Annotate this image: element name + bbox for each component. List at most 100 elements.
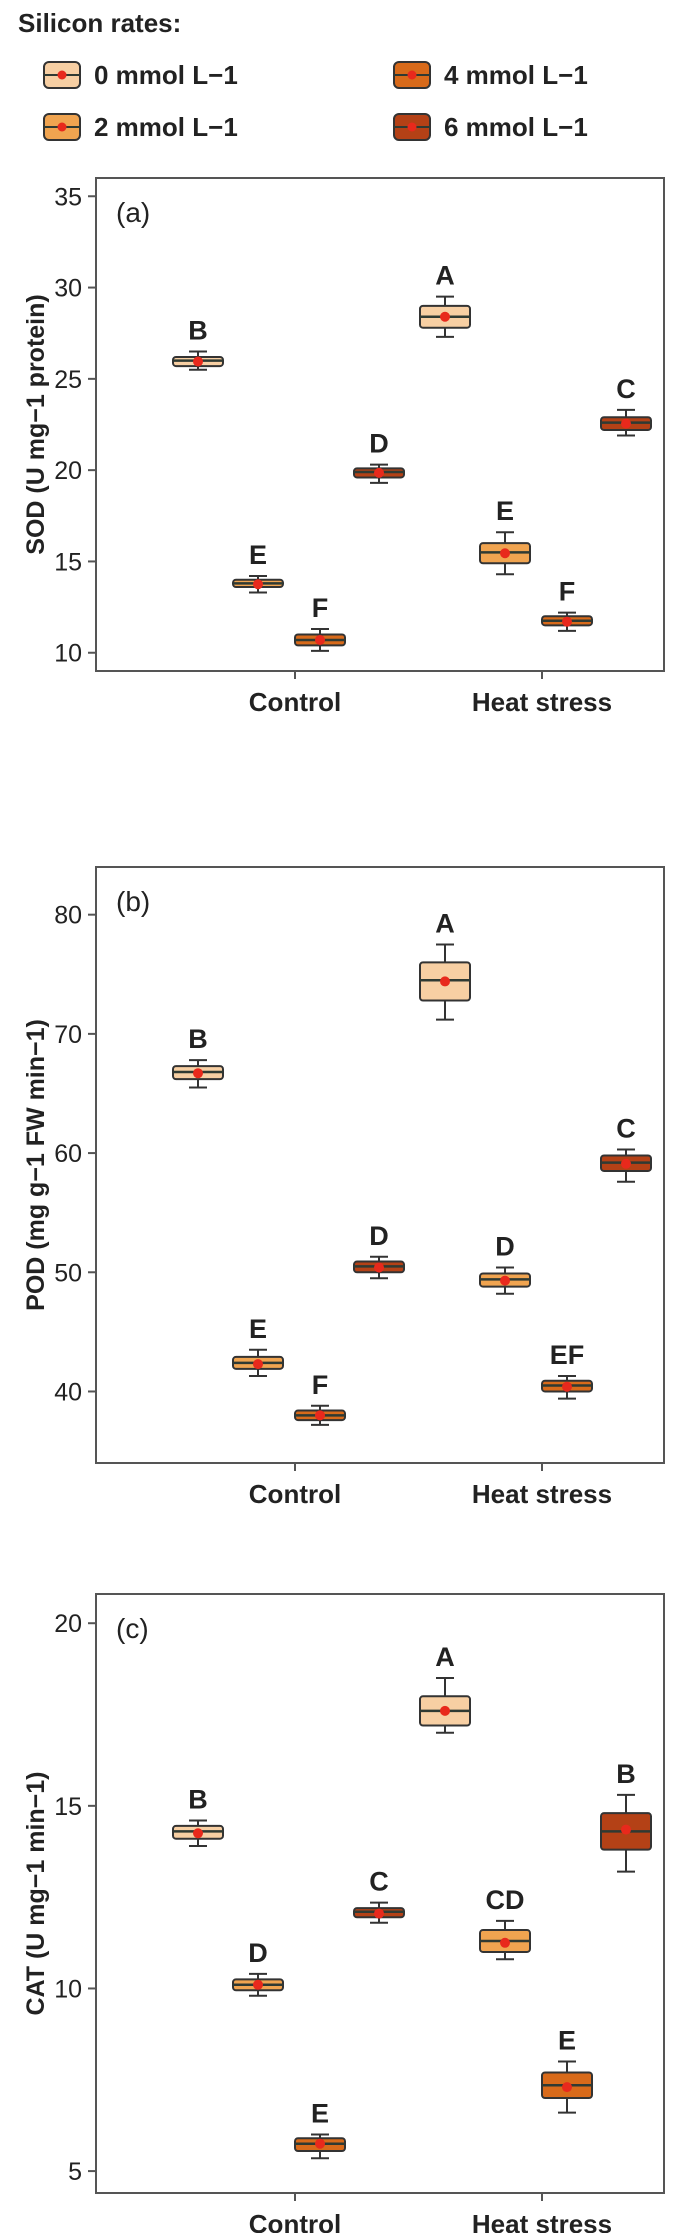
box-control-s1: E [232, 540, 284, 594]
y-tick-label: 35 [54, 183, 82, 211]
legend-item-0mmol: 0 mmol L−1 [42, 55, 238, 95]
mean-marker [621, 1158, 631, 1169]
box-control-s2: E [294, 2099, 346, 2160]
mean-marker [500, 1937, 510, 1948]
box-control-s0: B [172, 1024, 224, 1089]
significance-letter: A [435, 908, 455, 938]
plot-frame [95, 866, 665, 1464]
legend-swatch-4mmol [392, 59, 432, 91]
box-control-s3: C [353, 1867, 405, 1924]
mean-marker [374, 467, 384, 478]
panel-label: (b) [116, 886, 150, 917]
box-heat-stress-s3: C [600, 1114, 652, 1183]
panel-c: 5 10 15 20 CAT (U mg−1 min−1) (c) Control Heat … [22, 1593, 665, 2233]
box-control-s2: F [294, 1370, 346, 1426]
x-tick-label: Heat stress [472, 1479, 612, 1509]
box-heat-stress-s1: E [479, 496, 531, 576]
panel-label: (c) [116, 1613, 149, 1644]
mean-marker [440, 311, 450, 322]
significance-letter: F [312, 593, 329, 623]
legend-item-6mmol: 6 mmol L−1 [392, 107, 588, 147]
y-tick-label: 20 [54, 1610, 82, 1638]
box-heat-stress-s1: CD [479, 1885, 531, 1961]
y-tick-label: 70 [54, 1021, 82, 1049]
significance-letter: D [369, 1221, 389, 1251]
mean-marker [440, 976, 450, 987]
panel-label: (a) [116, 197, 150, 228]
mean-marker [193, 1068, 203, 1079]
box-heat-stress-s2: E [541, 2026, 593, 2114]
box-heat-stress-s0: A [419, 261, 471, 338]
significance-letter: CD [486, 1885, 525, 1915]
significance-letter: E [249, 1314, 267, 1344]
y-tick-label: 5 [68, 2158, 82, 2186]
legend-label-4mmol: 4 mmol L−1 [444, 59, 588, 90]
significance-letter: D [369, 429, 389, 459]
mean-marker [621, 418, 631, 429]
mean-marker [562, 616, 572, 627]
y-tick-label: 15 [54, 548, 82, 576]
box-heat-stress-s2: EF [541, 1340, 593, 1400]
y-axis-label: POD (mg g−1 FW min−1) [22, 1019, 50, 1311]
mean-marker [253, 1359, 263, 1370]
x-tick-label: Heat stress [472, 687, 612, 717]
legend-label-0mmol: 0 mmol L−1 [94, 59, 238, 90]
y-axis-label: SOD (U mg−1 protein) [22, 294, 50, 554]
legend-title: Silicon rates: [18, 8, 182, 38]
significance-letter: E [249, 540, 267, 570]
legend-swatch-2mmol [42, 111, 82, 143]
y-tick-label: 25 [54, 366, 82, 394]
mean-marker [315, 634, 325, 645]
y-tick-label: 80 [54, 902, 82, 930]
significance-letter: B [188, 1784, 208, 1814]
mean-marker [253, 579, 263, 590]
panel-b: 40 50 60 70 80 POD (mg g−1 FW min−1) (b) Contro… [22, 866, 665, 1509]
significance-letter: E [558, 2026, 576, 2056]
x-tick-label: Control [249, 2209, 341, 2233]
significance-letter: B [616, 1759, 636, 1789]
x-tick-label: Control [249, 1479, 341, 1509]
significance-letter: E [496, 496, 514, 526]
mean-marker [500, 1275, 510, 1286]
y-tick-label: 60 [54, 1140, 82, 1168]
significance-letter: D [248, 1938, 268, 1968]
y-tick-label: 30 [54, 275, 82, 303]
significance-letter: E [311, 2099, 329, 2129]
box-heat-stress-s2: F [541, 577, 593, 632]
y-tick-label: 10 [54, 640, 82, 668]
mean-marker [315, 1410, 325, 1421]
box-heat-stress-s1: D [479, 1232, 531, 1295]
box-heat-stress-s0: A [419, 1642, 471, 1734]
panel-a: 10 15 20 25 30 35 SOD (U mg−1 protein) (a) Contr… [22, 177, 665, 717]
y-tick-label: 40 [54, 1378, 82, 1406]
mean-marker [253, 1979, 263, 1990]
mean-marker [500, 548, 510, 559]
box-heat-stress-s0: A [419, 908, 471, 1021]
significance-letter: D [495, 1232, 515, 1262]
legend-item-2mmol: 2 mmol L−1 [42, 107, 238, 147]
box-heat-stress-s3: B [600, 1759, 652, 1873]
y-axis-label: CAT (U mg−1 min−1) [22, 1771, 50, 2015]
x-tick-label: Heat stress [472, 2209, 612, 2233]
legend-glyph [43, 113, 81, 141]
significance-letter: F [312, 1370, 329, 1400]
mean-marker [440, 1705, 450, 1716]
significance-letter: B [188, 315, 208, 345]
mean-marker [315, 2138, 325, 2149]
box-control-s3: D [353, 429, 405, 484]
legend-item-4mmol: 4 mmol L−1 [392, 55, 588, 95]
legend-swatch-6mmol [392, 111, 432, 143]
box-control-s0: B [172, 315, 224, 371]
y-tick-label: 15 [54, 1793, 82, 1821]
significance-letter: F [559, 577, 576, 607]
significance-letter: EF [550, 1340, 585, 1370]
mean-marker [562, 1381, 572, 1392]
box-control-s3: D [353, 1221, 405, 1280]
box-heat-stress-s3: C [600, 374, 652, 437]
y-tick-label: 20 [54, 457, 82, 485]
plot-frame [95, 177, 665, 672]
mean-marker [193, 1828, 203, 1839]
box-control-s0: B [172, 1784, 224, 1848]
box-control-s1: E [232, 1314, 284, 1377]
